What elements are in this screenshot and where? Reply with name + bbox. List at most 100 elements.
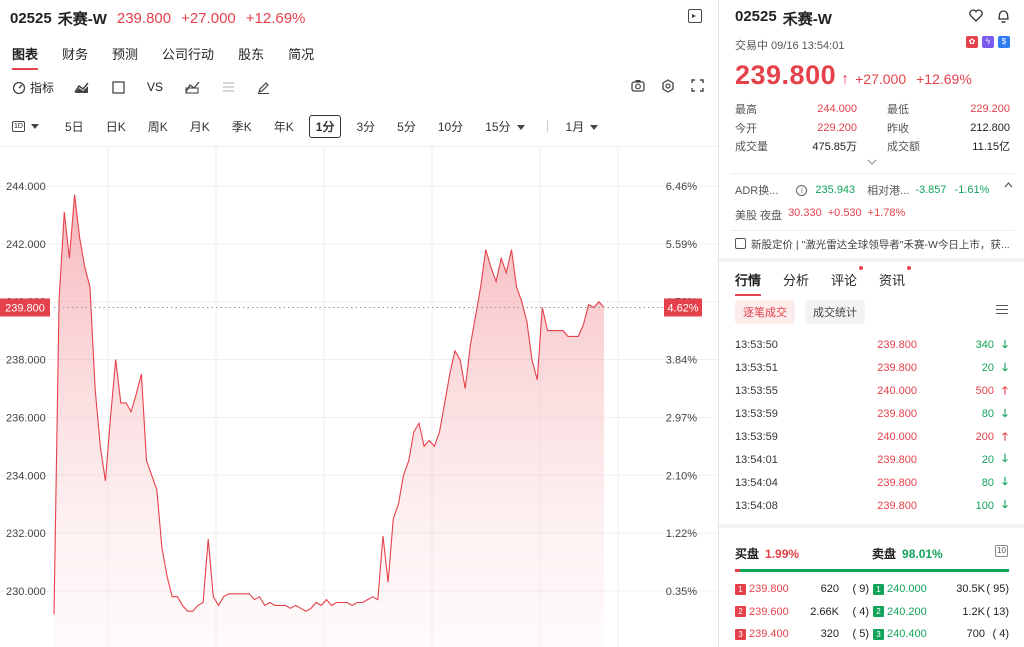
subtab-trade-stats[interactable]: 成交统计 xyxy=(805,300,865,324)
news-ticker[interactable]: 新股定价 | "激光雷达全球领导者"禾赛-W今日上市，获... xyxy=(735,237,1020,252)
tick-row: 13:54:04 239.800 80 🡓 xyxy=(735,471,1010,494)
quote-tabs: 行情 分析 评论 资讯 xyxy=(735,266,927,296)
subtab-tick-trades[interactable]: 逐笔成交 xyxy=(735,300,795,324)
period-day[interactable]: 日K xyxy=(105,119,126,134)
ask-summary: 卖盘 98.01% xyxy=(872,545,943,562)
tab-analysis[interactable]: 分析 xyxy=(783,273,810,288)
period-10min[interactable]: 10分 xyxy=(437,119,464,134)
stat-label: 昨收 xyxy=(887,122,909,135)
range-select[interactable]: 1月 xyxy=(566,118,599,135)
heart-icon[interactable] xyxy=(969,9,983,22)
y-tick-label: 244.000 xyxy=(6,181,46,193)
period-15min-label: 15分 xyxy=(485,119,511,134)
order-book-row: 3 239.400 320( 5) 3 240.400 700( 4) xyxy=(735,623,1011,646)
quote-price-row: 239.800 ↑ +27.000 +12.69% xyxy=(735,60,982,91)
fullscreen-icon[interactable] xyxy=(691,79,704,92)
tick-row: 13:53:59 240.000 200 🡑 xyxy=(735,426,1010,449)
square-icon[interactable] xyxy=(112,80,125,94)
chart-overlay-icon[interactable] xyxy=(185,80,200,94)
tab-chart[interactable]: 图表 xyxy=(12,44,39,70)
stat-value: 229.200 xyxy=(817,121,857,134)
bell-icon[interactable] xyxy=(997,9,1010,23)
tick-qty: 500 xyxy=(975,385,994,398)
bid-level: 1 239.800 620 ( 9) xyxy=(735,583,873,595)
quote-price: 239.800 xyxy=(735,60,837,90)
chevron-up-icon[interactable] xyxy=(1004,182,1013,188)
tick-time: 13:53:50 xyxy=(735,339,778,352)
expand-chevron-icon[interactable] xyxy=(867,159,877,165)
bid-summary: 买盘 1.99% xyxy=(735,545,872,562)
chart-style-icon[interactable] xyxy=(74,80,90,94)
us-label: 美股 夜盘 xyxy=(735,210,783,222)
draw-pen-icon[interactable] xyxy=(257,81,270,94)
bid-ask-ratio-bar xyxy=(735,569,1009,572)
collapse-panel-icon[interactable] xyxy=(688,9,702,23)
tab-corporate-actions[interactable]: 公司行动 xyxy=(162,47,215,62)
adr-value: 235.943 xyxy=(815,184,856,196)
price-chart[interactable]: 244.0006.46%242.0005.59%240.0004.72%238.… xyxy=(0,146,718,647)
tick-qty: 80 xyxy=(981,408,994,421)
tick-row: 13:54:01 239.800 20 🡓 xyxy=(735,448,1010,471)
arrow-down-icon: 🡓 xyxy=(1002,476,1008,489)
ask-orders: ( 95) xyxy=(986,583,1009,596)
tick-list: 13:53:50 239.800 340 🡓 13:53:51 239.800 20 🡓 13:… xyxy=(735,334,1010,517)
period-month[interactable]: 月K xyxy=(189,119,210,134)
price-chart-svg[interactable]: 244.0006.46%242.0005.59%240.0004.72%238.… xyxy=(0,146,718,647)
stats-row: 最高 244.000 最低 229.200 xyxy=(735,100,1010,119)
adr-label: ADR换... xyxy=(735,185,779,197)
bid-orders: ( 5) xyxy=(852,628,870,641)
period-5d[interactable]: 5日 xyxy=(65,119,84,134)
period-5min[interactable]: 5分 xyxy=(397,119,416,134)
lines-icon[interactable] xyxy=(222,81,235,93)
compare-button[interactable]: VS xyxy=(147,80,164,94)
tab-profile[interactable]: 简况 xyxy=(288,47,315,62)
tab-news[interactable]: 资讯 xyxy=(879,266,912,296)
stock-change-pct: +12.69% xyxy=(245,9,306,27)
pct-tick-label: 1.22% xyxy=(666,528,697,540)
y-tick-label: 238.000 xyxy=(6,355,46,367)
stock-header: 02525 禾赛-W 239.800 +27.000 +12.69% xyxy=(10,8,305,28)
tick-time: 13:54:04 xyxy=(735,476,778,489)
stat-label: 最低 xyxy=(887,104,909,117)
bid-price: 239.400 xyxy=(749,628,789,641)
tab-market[interactable]: 行情 xyxy=(735,270,762,296)
tick-price: 239.800 xyxy=(877,408,917,421)
tab-finance[interactable]: 财务 xyxy=(62,47,89,62)
panel-divider[interactable] xyxy=(718,0,719,647)
ask-volume: 1.2K xyxy=(962,605,985,618)
tab-forecast[interactable]: 预测 xyxy=(112,47,139,62)
kline-type-label: 1D xyxy=(12,120,25,132)
info-icon[interactable]: i xyxy=(796,184,808,196)
us-change: +0.530 xyxy=(827,207,862,219)
current-price-badge xyxy=(0,298,50,317)
settings-icon[interactable] xyxy=(661,79,675,93)
camera-icon[interactable] xyxy=(631,79,645,92)
list-icon[interactable] xyxy=(996,305,1008,314)
bid-volume: 620 xyxy=(820,583,839,596)
period-1min[interactable]: 1分 xyxy=(308,114,342,138)
tab-comments[interactable]: 评论 xyxy=(831,266,864,296)
period-3min[interactable]: 3分 xyxy=(356,119,376,134)
arrow-up-icon: 🡑 xyxy=(1002,384,1008,397)
period-year[interactable]: 年K xyxy=(273,119,294,134)
ask-price: 240.200 xyxy=(887,605,927,618)
divider xyxy=(731,173,1014,174)
tick-time: 13:54:08 xyxy=(735,499,778,512)
pct-tick-label: 2.97% xyxy=(666,412,697,424)
depth-levels-button[interactable]: 10 xyxy=(995,545,1008,557)
kline-type-select[interactable]: 1D xyxy=(12,120,39,132)
bid-price: 239.600 xyxy=(749,605,789,618)
pct-tick-label: 0.35% xyxy=(666,586,697,598)
tab-shareholders[interactable]: 股东 xyxy=(238,47,265,62)
ask-level-num: 2 xyxy=(873,606,884,618)
bid-level-num: 3 xyxy=(735,628,746,640)
stock-name: 禾赛-W xyxy=(57,10,107,28)
indicator-button[interactable]: 指标 xyxy=(30,80,55,95)
period-15min[interactable]: 15分 xyxy=(485,118,525,135)
tick-qty: 20 xyxy=(981,362,994,375)
period-quarter[interactable]: 季K xyxy=(231,119,252,134)
chevron-down-icon xyxy=(590,124,599,130)
gauge-icon[interactable] xyxy=(12,80,26,94)
period-week[interactable]: 周K xyxy=(147,119,168,134)
ask-level: 3 240.400 700 ( 4) xyxy=(873,628,1011,640)
